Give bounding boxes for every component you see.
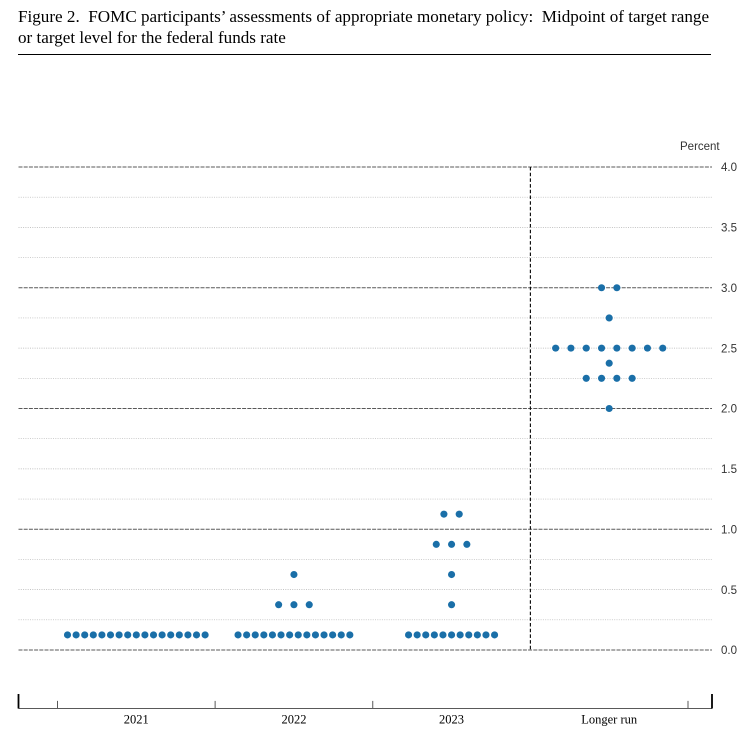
svg-text:0.0: 0.0 [721,645,737,657]
svg-text:0.5: 0.5 [721,585,737,597]
svg-text:Percent: Percent [680,141,720,153]
svg-text:2023: 2023 [439,712,464,726]
svg-text:1.0: 1.0 [721,524,737,536]
svg-text:2021: 2021 [124,712,149,726]
svg-text:2.5: 2.5 [721,343,737,355]
svg-text:3.0: 3.0 [721,283,737,295]
svg-text:1.5: 1.5 [721,464,737,476]
svg-text:2.0: 2.0 [721,404,737,416]
svg-text:3.5: 3.5 [721,223,737,235]
svg-text:Longer run: Longer run [581,712,638,726]
svg-text:4.0: 4.0 [721,162,737,174]
svg-text:2022: 2022 [281,712,306,726]
